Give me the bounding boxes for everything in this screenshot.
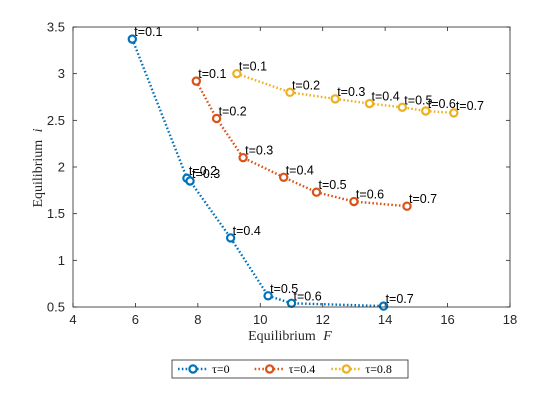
- data-point-label: t=0.2: [292, 78, 320, 92]
- data-point-label: t=0.7: [409, 192, 437, 206]
- x-axis-label: Equilibrium F: [248, 329, 332, 344]
- data-point: [311, 187, 322, 197]
- x-tick-label: 16: [440, 312, 454, 327]
- data-point-label: t=0.6: [294, 289, 322, 303]
- y-tick-label: 0.5: [47, 300, 65, 315]
- data-point-label: t=0.3: [337, 85, 365, 99]
- x-tick-label: 12: [315, 312, 329, 327]
- y-tick-label: 2: [58, 160, 65, 175]
- data-point: [232, 68, 242, 79]
- data-point: [285, 87, 295, 98]
- plot-area: t=0.1t=0.2t=0.3t=0.4t=0.5t=0.6 t=0.7t=0.1…: [127, 25, 484, 311]
- x-axis-label-main: Equilibrium: [248, 329, 316, 344]
- data-point-label: t=0.1: [134, 25, 162, 39]
- data-point: [185, 176, 195, 186]
- legend-entry-label: τ=0.8: [365, 362, 392, 376]
- data-point: [421, 106, 431, 116]
- legend-marker: [264, 364, 275, 374]
- y-tick-label: 3.5: [47, 20, 65, 35]
- y-axis-label-main: Equilibrium: [31, 140, 46, 208]
- data-point-label: t=0.5: [270, 282, 298, 296]
- data-point: [278, 172, 289, 182]
- data-point: [449, 108, 459, 118]
- data-point-label: t=0.4: [233, 224, 261, 238]
- x-tick-label: 8: [194, 312, 201, 327]
- data-point-label: t=0.4: [372, 90, 400, 104]
- axes: 4 6 8 10 12 14 16 18 0.5 1 1.5 2 2.5 3 3.5: [47, 20, 517, 328]
- data-point: [364, 98, 375, 109]
- data-point: [349, 196, 359, 207]
- data-point-label: t=0.5: [404, 93, 432, 107]
- data-point: [127, 34, 138, 44]
- data-point-label: t=0.6: [356, 188, 384, 202]
- legend-entry-label: τ=0.4: [289, 362, 316, 376]
- data-point-label: t=0.4: [286, 163, 314, 177]
- data-point: [191, 76, 201, 86]
- data-point-label: t=0.3: [192, 167, 220, 181]
- legend-box: [171, 359, 409, 379]
- data-point: [211, 113, 222, 124]
- y-tick-label: 1: [58, 253, 65, 268]
- data-point-label: t=0.6: [428, 97, 456, 111]
- data-point-label: t=0.2: [189, 164, 217, 178]
- y-axis-label: Equilibrium i: [31, 128, 46, 207]
- x-tick-label: 6: [132, 312, 139, 327]
- data-point-label: t=0.3: [245, 144, 273, 158]
- data-point: [402, 201, 412, 211]
- legend-marker: [188, 364, 198, 374]
- x-axis-label-var: F: [322, 329, 332, 344]
- legend: τ=0 τ=0.4 τ=0.8: [171, 359, 409, 379]
- data-point: [330, 94, 340, 104]
- y-tick-label: 1.5: [47, 206, 65, 221]
- data-point: [263, 291, 273, 301]
- y-tick-label: 2.5: [47, 113, 65, 128]
- y-axis-label-var: i: [31, 128, 46, 132]
- x-tick-label: 18: [503, 312, 517, 327]
- data-point-label: t=0.1: [239, 60, 267, 74]
- data-point: [397, 102, 408, 112]
- x-tick-label: 14: [378, 312, 392, 327]
- data-point-label: t=0.1: [198, 67, 226, 81]
- x-tick-label: 10: [253, 312, 267, 327]
- data-point-label: t=0.7: [386, 292, 414, 306]
- y-tick-label: 3: [58, 66, 65, 81]
- legend-entry-label: τ=0: [212, 362, 230, 376]
- x-tick-label: 4: [69, 312, 76, 327]
- data-point-label: t=0.2: [219, 104, 247, 118]
- legend-marker: [341, 364, 352, 374]
- data-point: [225, 233, 236, 243]
- data-point-label: t=0.7: [456, 99, 484, 113]
- data-point: [238, 152, 248, 163]
- data-point-label: t=0.5: [318, 178, 346, 192]
